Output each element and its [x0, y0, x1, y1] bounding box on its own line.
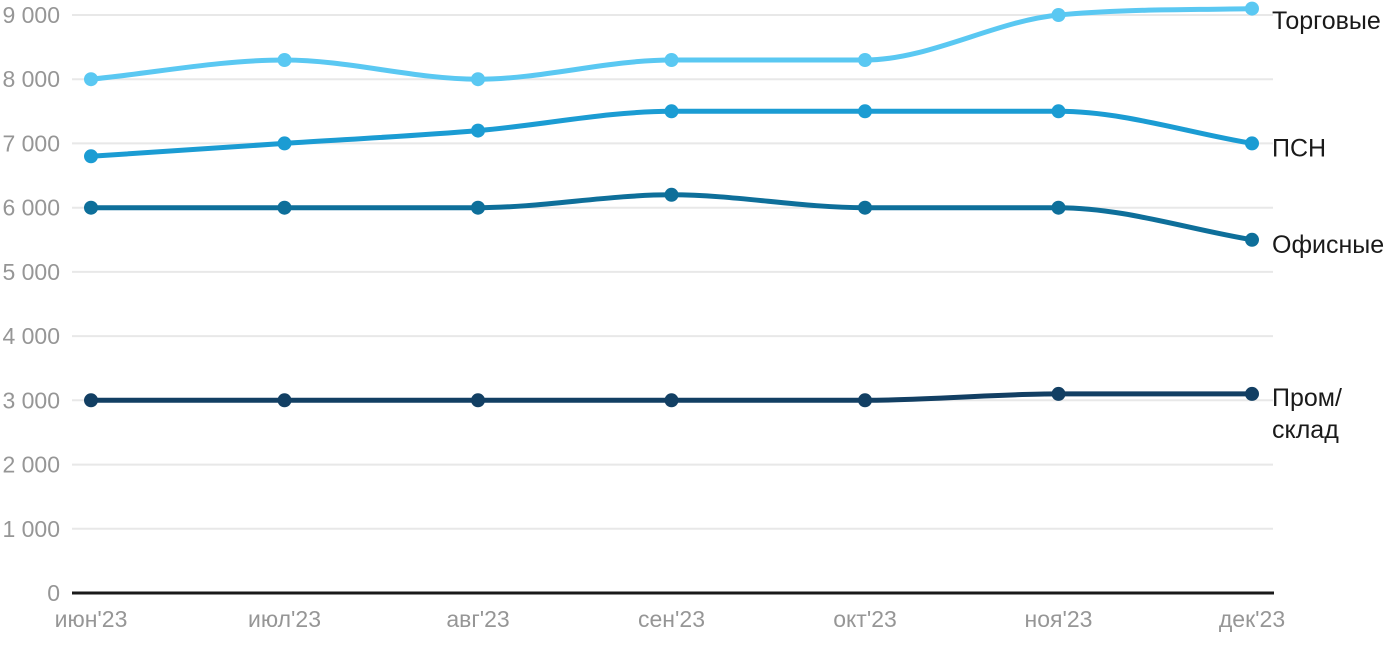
- legend-label-ofisnye: Офисные: [1272, 231, 1384, 259]
- y-tick-label-8000: 8 000: [2, 66, 60, 92]
- x-tick-label-3: сен'23: [638, 606, 705, 632]
- y-tick-label-2000: 2 000: [2, 452, 60, 478]
- data-point-ofisnye-3[interactable]: [664, 187, 679, 202]
- data-point-prom-sklad-3[interactable]: [664, 393, 679, 408]
- data-point-prom-sklad-6[interactable]: [1245, 386, 1259, 401]
- data-point-ofisnye-1[interactable]: [277, 200, 292, 215]
- data-point-torgovye-5[interactable]: [1051, 8, 1066, 22]
- legend-label-torgovye: Торговые: [1272, 7, 1381, 35]
- data-point-torgovye-3[interactable]: [664, 53, 679, 67]
- y-tick-label-9000: 9 000: [2, 2, 60, 28]
- data-point-psn-4[interactable]: [858, 104, 872, 119]
- data-point-prom-sklad-2[interactable]: [471, 393, 485, 408]
- y-tick-label-5000: 5 000: [2, 259, 60, 285]
- data-point-ofisnye-0[interactable]: [84, 200, 98, 215]
- y-tick-label-1000: 1 000: [2, 516, 60, 542]
- x-tick-label-2: авг'23: [446, 606, 509, 632]
- data-point-psn-3[interactable]: [664, 104, 679, 119]
- legend-label-prom-sklad-line2: склад: [1272, 416, 1339, 444]
- data-point-psn-2[interactable]: [471, 123, 485, 138]
- legend-label-psn: ПСН: [1272, 134, 1326, 162]
- data-point-psn-1[interactable]: [277, 136, 292, 151]
- x-tick-label-0: июн'23: [55, 606, 128, 632]
- data-point-ofisnye-4[interactable]: [858, 200, 872, 215]
- legend-label-prom-sklad-line1: Пром/: [1272, 384, 1342, 412]
- data-point-torgovye-6[interactable]: [1245, 1, 1259, 16]
- y-tick-label-0: 0: [47, 580, 60, 606]
- data-point-psn-6[interactable]: [1245, 136, 1259, 151]
- data-point-torgovye-0[interactable]: [84, 72, 98, 87]
- data-point-ofisnye-2[interactable]: [471, 200, 485, 215]
- x-tick-label-6: дек'23: [1219, 606, 1285, 632]
- x-tick-label-5: ноя'23: [1025, 606, 1093, 632]
- x-tick-label-1: июл'23: [248, 606, 321, 632]
- series-line-torgovye: [88, 6, 1255, 82]
- data-point-prom-sklad-0[interactable]: [84, 393, 98, 408]
- y-tick-label-3000: 3 000: [2, 387, 60, 413]
- x-tick-label-4: окт'23: [833, 606, 897, 632]
- y-tick-label-7000: 7 000: [2, 130, 60, 156]
- data-point-psn-0[interactable]: [84, 149, 98, 164]
- data-point-torgovye-1[interactable]: [277, 53, 292, 67]
- data-point-torgovye-2[interactable]: [471, 72, 485, 87]
- data-point-prom-sklad-5[interactable]: [1051, 386, 1066, 401]
- data-point-ofisnye-6[interactable]: [1245, 232, 1259, 247]
- y-tick-label-4000: 4 000: [2, 323, 60, 349]
- y-tick-label-6000: 6 000: [2, 195, 60, 221]
- data-point-ofisnye-5[interactable]: [1051, 200, 1066, 215]
- data-point-torgovye-4[interactable]: [858, 53, 872, 67]
- data-point-prom-sklad-4[interactable]: [858, 393, 872, 408]
- data-point-prom-sklad-1[interactable]: [277, 393, 292, 408]
- data-point-psn-5[interactable]: [1051, 104, 1066, 119]
